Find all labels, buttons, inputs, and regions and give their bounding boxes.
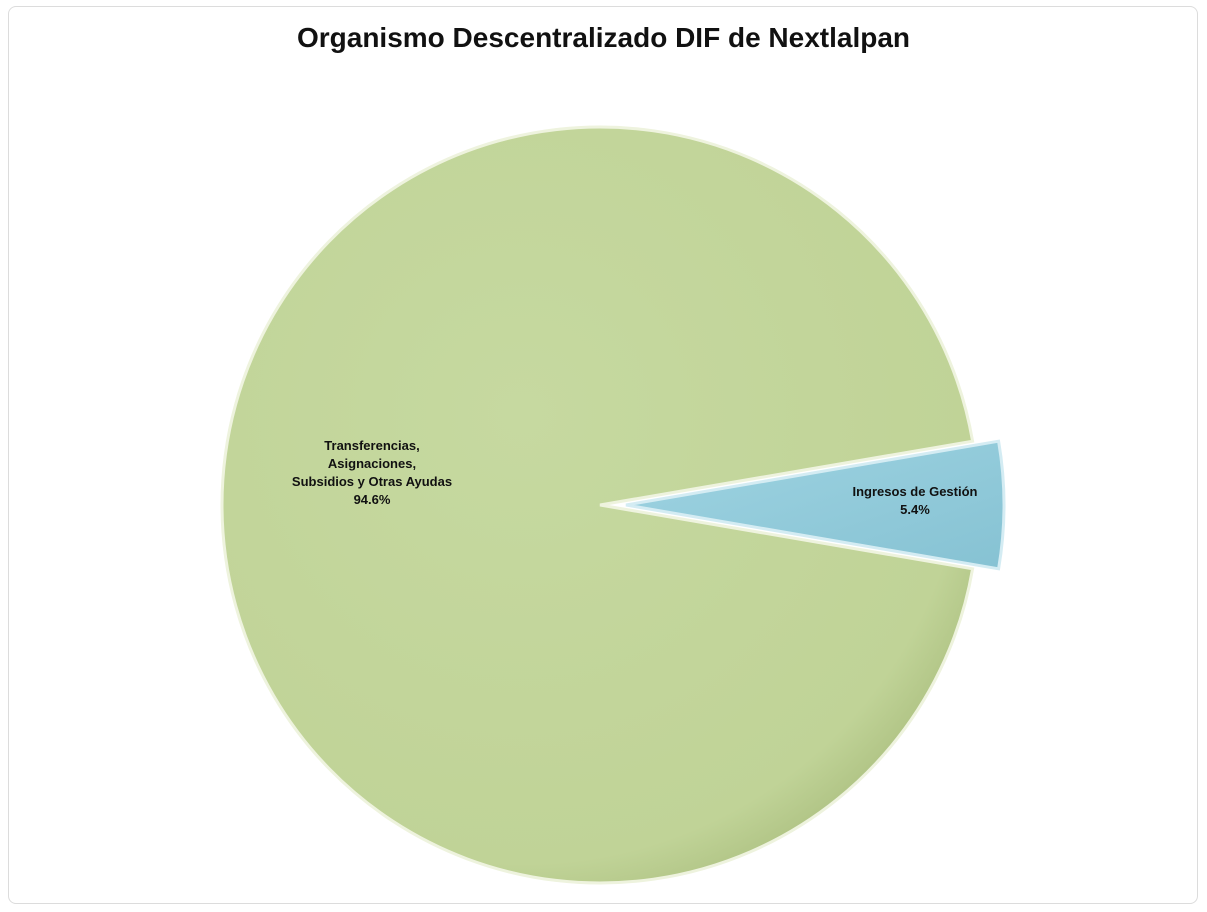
slice-value-label-1: 94.6% bbox=[354, 492, 391, 507]
slice-value-label-2: 5.4% bbox=[900, 502, 930, 517]
slice-category-label-1: Transferencias, bbox=[324, 438, 419, 453]
pie-slice-1 bbox=[220, 125, 975, 885]
chart-title: Organismo Descentralizado DIF de Nextlal… bbox=[296, 22, 911, 53]
slice-category-label-1: Asignaciones, bbox=[328, 456, 416, 471]
slice-category-label-2: Ingresos de Gestión bbox=[853, 484, 978, 499]
slice-category-label-1: Subsidios y Otras Ayudas bbox=[292, 474, 452, 489]
pie-slice-2 bbox=[625, 439, 1006, 571]
